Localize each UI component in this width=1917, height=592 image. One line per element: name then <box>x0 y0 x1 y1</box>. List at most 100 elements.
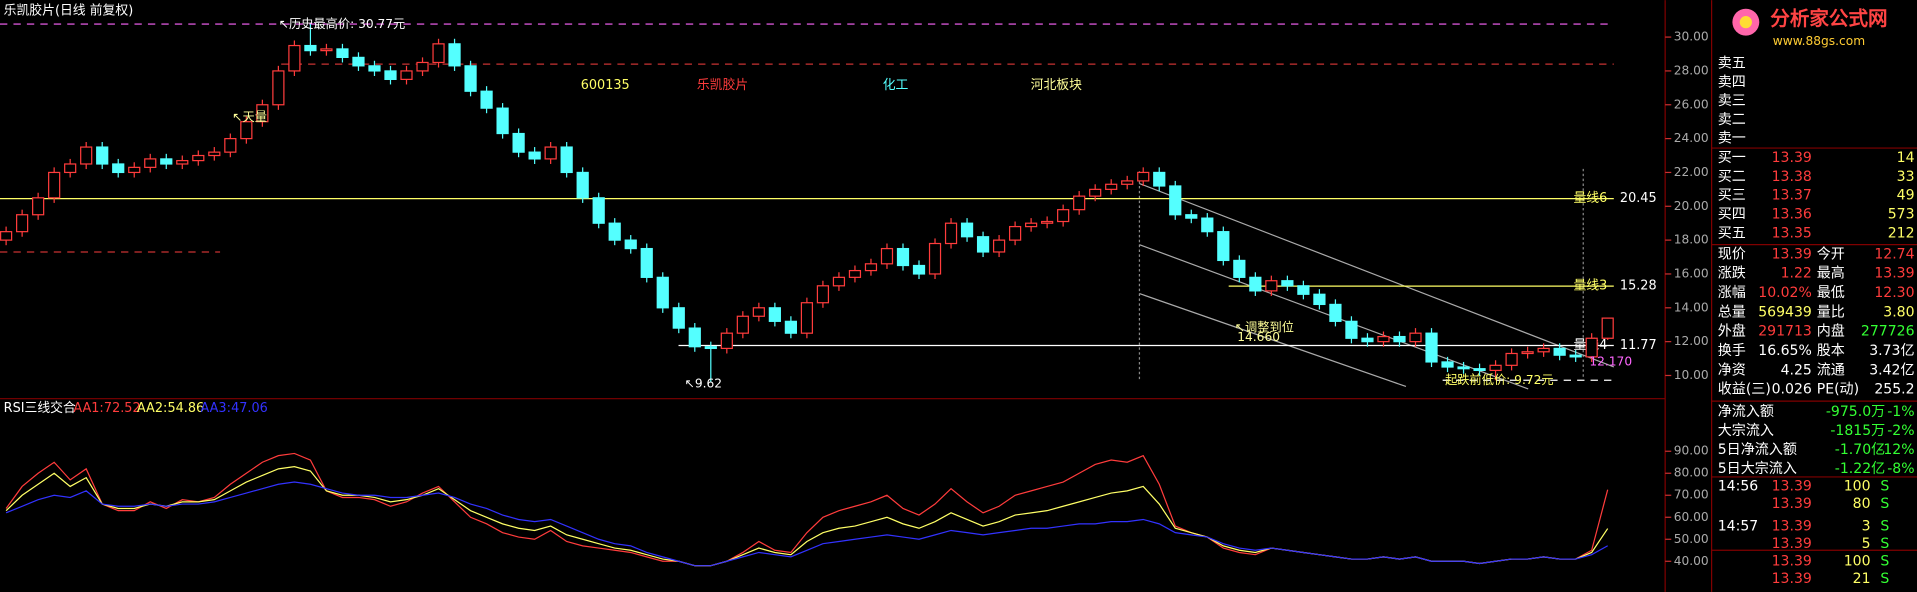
channel-line <box>1139 182 1615 368</box>
candle-body <box>320 48 333 52</box>
annotation: ↖历史最高价: 30.77元 <box>279 16 406 31</box>
candle-body <box>608 222 621 241</box>
annotation: ↖9.62 <box>685 377 722 391</box>
quote-text: 13.39 <box>1772 496 1812 512</box>
quote-text: 3.80 <box>1883 304 1914 320</box>
legend-value: 54.86 <box>167 401 204 416</box>
quote-text: 569439 <box>1758 304 1812 320</box>
candle-body <box>720 332 733 350</box>
candle-body <box>112 163 125 174</box>
candle-body <box>1457 366 1470 370</box>
quote-text: 卖三 <box>1718 93 1746 109</box>
quote-text: 买四 <box>1718 207 1746 223</box>
chart-title: 乐凯胶片(日线 前复权) <box>4 3 134 19</box>
candle-body <box>272 70 285 106</box>
candle-body <box>1008 225 1022 241</box>
candle-body <box>400 70 413 80</box>
candle-body <box>1169 185 1182 216</box>
quote-text: 3 <box>1862 519 1871 535</box>
y-tick-label: 40.00 <box>1674 554 1709 568</box>
candle-body <box>0 231 13 241</box>
quote-text: -2% <box>1887 423 1914 439</box>
quote-text: 5日大宗流入 <box>1718 461 1797 477</box>
candle-body <box>352 56 365 67</box>
legend-name: AA1: <box>73 401 103 416</box>
quote-text: 100 <box>1844 479 1871 495</box>
quote-text: 卖四 <box>1718 74 1746 90</box>
quote-text: 5日净流入额 <box>1718 442 1797 458</box>
candle-body <box>1297 285 1310 295</box>
y-tick-label: 16.00 <box>1674 266 1709 280</box>
quote-text: 14 <box>1897 150 1915 166</box>
candle-body <box>1425 332 1438 363</box>
quote-text: 14:57 <box>1718 519 1758 535</box>
logo <box>1732 8 1760 36</box>
candle-body <box>656 276 669 309</box>
candle-body <box>432 43 445 64</box>
candle-body <box>464 65 477 92</box>
quote-text: 13.37 <box>1772 188 1812 204</box>
legend-name: AA3: <box>201 401 231 416</box>
quote-text: 最低 <box>1817 285 1845 301</box>
candle-body <box>48 171 61 199</box>
candle-body <box>80 146 93 165</box>
y-tick-label: 18.00 <box>1674 233 1709 247</box>
y-tick-label: 50.00 <box>1674 532 1709 546</box>
quote-text: 13.39 <box>1772 479 1812 495</box>
candle-body <box>560 146 573 174</box>
candle-body <box>1441 361 1454 368</box>
quote-text: 13.39 <box>1772 536 1812 552</box>
quote-text: S <box>1880 479 1889 495</box>
quote-text: 10.02% <box>1758 285 1812 301</box>
quote-text: 49 <box>1897 188 1915 204</box>
candle-body <box>640 247 653 278</box>
quote-text: 1.22 <box>1781 266 1812 282</box>
quote-text: 外盘 <box>1718 323 1746 340</box>
candle-body <box>416 61 429 72</box>
level-value: 11.77 <box>1620 338 1657 353</box>
y-tick-label: 20.00 <box>1674 199 1709 213</box>
quote-text: 573 <box>1888 207 1915 223</box>
quote-text: 13.35 <box>1772 226 1812 242</box>
y-tick-label: 90.00 <box>1674 444 1709 458</box>
candle-body <box>1393 335 1406 343</box>
quote-text: 13.39 <box>1874 266 1914 282</box>
candle-body <box>864 263 878 272</box>
quote-text: 量比 <box>1817 304 1845 320</box>
candle-body <box>592 197 605 224</box>
candle-body <box>576 171 589 199</box>
candle-body <box>960 222 974 238</box>
quote-text: 291713 <box>1758 324 1812 340</box>
candle-body <box>1281 280 1294 287</box>
quote-text: 13.38 <box>1772 169 1812 185</box>
level-name: 量线6 <box>1573 191 1607 206</box>
quote-text: 255.2 <box>1874 382 1914 398</box>
candle-body <box>832 276 846 287</box>
logo-url: www.88gs.com <box>1773 34 1865 48</box>
candle-body <box>496 107 509 135</box>
candle-body <box>1249 276 1262 292</box>
candle-body <box>528 151 541 160</box>
candle-body <box>480 90 493 109</box>
quote-text: 买五 <box>1718 226 1746 242</box>
board-label: 乐凯胶片 <box>697 77 748 93</box>
quote-text: 买二 <box>1718 169 1746 185</box>
candle-body <box>704 346 717 350</box>
channel-line <box>1139 292 1407 388</box>
quote-text: 卖二 <box>1718 112 1746 128</box>
candle-body <box>208 151 221 157</box>
level-value: 20.45 <box>1620 191 1657 206</box>
quote-text: 277726 <box>1861 324 1915 340</box>
candle-body <box>1201 217 1214 233</box>
candle-body <box>368 65 381 72</box>
candle-body <box>32 197 45 216</box>
quote-text: 卖一 <box>1718 131 1746 147</box>
quote-text: -1.70亿 <box>1835 442 1885 458</box>
quote-text: 内盘 <box>1817 323 1845 340</box>
candle-body <box>1217 231 1230 262</box>
candle-body <box>1585 337 1598 358</box>
quote-text: 净流入额 <box>1718 404 1774 420</box>
quote-text: 涨跌 <box>1718 266 1746 282</box>
